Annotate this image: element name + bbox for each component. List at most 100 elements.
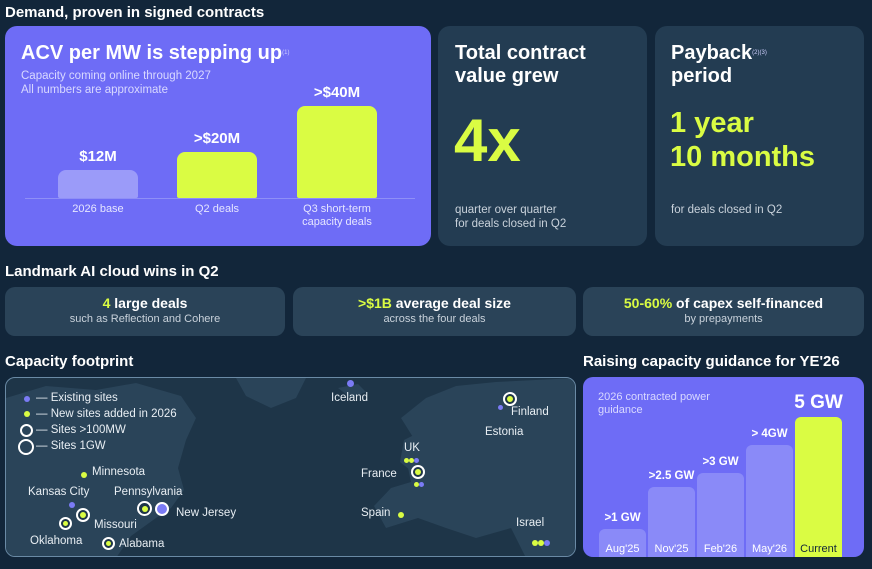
legend-ring-small-icon — [20, 424, 33, 437]
place-pennsylvania: Pennsylvania — [114, 486, 183, 498]
win-text: of capex self-financed — [672, 295, 824, 311]
acv-category-label: 2026 base — [72, 203, 124, 215]
win-pill-deal-size: >$1B average deal size across the four d… — [293, 287, 576, 336]
site-france-dot — [415, 469, 421, 475]
acv-bar — [297, 106, 377, 198]
place-new-jersey: New Jersey — [176, 507, 237, 519]
payback-card: Payback(2)(3) period 1 year 10 months fo… — [655, 26, 864, 246]
payback-value: 1 year 10 months — [670, 107, 816, 173]
guidance-category-label: May'26 — [751, 543, 788, 555]
heading-wins: Landmark AI cloud wins in Q2 — [5, 263, 219, 280]
win-text: large deals — [110, 295, 188, 311]
place-spain: Spain — [361, 507, 391, 519]
guidance-bar-value-label: >2.5 GW — [648, 470, 695, 482]
acv-bar-value-label: >$40M — [313, 84, 361, 101]
guidance-card: 2026 contracted power guidance >1 GW Aug'… — [583, 377, 864, 557]
place-kansas-city: Kansas City — [28, 486, 90, 498]
win-sub: by prepayments — [684, 313, 763, 325]
capacity-map: — Existing sites — New sites added in 20… — [5, 377, 576, 557]
tcv-caption: quarter over quarter for deals closed in… — [455, 204, 567, 230]
acv-bar-value-label: >$20M — [193, 130, 241, 147]
legend-new-label: — New sites added in 2026 — [36, 408, 177, 420]
acv-bar — [58, 170, 138, 198]
acv-subtitle: Capacity coming online through 2027 All … — [21, 70, 211, 96]
guidance-category-label: Nov'25 — [654, 543, 689, 555]
acv-baseline — [25, 198, 415, 199]
site-finland-dot — [507, 396, 513, 402]
acv-bar — [177, 152, 257, 198]
win-pill-deals: 4 large deals such as Reflection and Coh… — [5, 287, 285, 336]
legend-ring-large-label: — Sites 1GW — [36, 440, 106, 452]
guidance-bar — [697, 473, 744, 557]
payback-footnote: (2)(3) — [752, 50, 767, 56]
legend-ring-large-icon — [18, 439, 34, 455]
tcv-value: 4x — [454, 107, 521, 174]
site-israel-dot-2 — [538, 540, 544, 546]
site-spain-dot — [398, 512, 404, 518]
win-text: average deal size — [391, 295, 511, 311]
guidance-bar — [599, 529, 646, 557]
legend-new-dot — [24, 411, 30, 417]
heading-footprint: Capacity footprint — [5, 353, 134, 370]
acv-footnote: (1) — [282, 50, 290, 56]
site-uk-dot-3 — [414, 458, 419, 463]
guidance-category-label: Current — [800, 543, 837, 555]
acv-bar-value-label: $12M — [79, 148, 117, 166]
legend-existing-label: — Existing sites — [36, 392, 118, 404]
place-israel: Israel — [516, 517, 545, 529]
payback-caption: for deals closed in Q2 — [671, 204, 783, 216]
acv-title: ACV per MW is stepping up(1) — [21, 42, 290, 64]
site-minnesota-dot — [81, 472, 87, 478]
payback-title: Payback(2)(3) period — [671, 42, 767, 87]
win-highlight: 4 — [102, 295, 111, 311]
guidance-bar — [648, 487, 695, 557]
site-oklahoma-dot — [63, 521, 68, 526]
place-uk: UK — [404, 442, 420, 454]
place-minnesota: Minnesota — [92, 466, 146, 478]
win-sub: such as Reflection and Cohere — [69, 313, 221, 325]
win-highlight: >$1B — [358, 295, 392, 311]
heading-demand: Demand, proven in signed contracts — [5, 4, 265, 21]
site-france-dot-3 — [419, 482, 424, 487]
site-kansas-city-dot — [69, 502, 75, 508]
place-france: France — [361, 468, 397, 480]
guidance-bar — [795, 417, 842, 557]
acv-card: ACV per MW is stepping up(1) Capacity co… — [5, 26, 431, 246]
map-land-shapes — [6, 378, 575, 556]
win-highlight: 50-60% — [623, 295, 673, 311]
legend-existing-dot — [24, 396, 30, 402]
tcv-title: Total contract value grew — [455, 42, 586, 87]
acv-category-label: Q2 deals — [194, 203, 240, 215]
place-missouri: Missouri — [94, 519, 137, 531]
place-oklahoma: Oklahoma — [30, 535, 83, 547]
site-france-dot-2 — [414, 482, 419, 487]
site-pennsylvania-dot — [141, 505, 148, 512]
site-new-jersey-ring — [155, 502, 169, 516]
site-israel-dot — [532, 540, 538, 546]
place-finland: Finland — [511, 406, 549, 418]
tcv-card: Total contract value grew 4x quarter ove… — [438, 26, 647, 246]
guidance-bar — [746, 445, 793, 557]
site-iceland-dot — [347, 380, 354, 387]
site-uk-dot-2 — [409, 458, 414, 463]
win-sub: across the four deals — [383, 313, 486, 325]
place-estonia: Estonia — [485, 426, 524, 438]
guidance-bar-value-label: > 4GW — [751, 428, 788, 440]
site-missouri-dot — [80, 512, 86, 518]
acv-category-label: Q3 short-term capacity deals — [302, 203, 372, 228]
guidance-bar-value-label: >3 GW — [702, 456, 739, 468]
guidance-subtitle: 2026 contracted power guidance — [598, 391, 710, 416]
site-alabama-dot — [106, 541, 111, 546]
site-finland-dot-2 — [498, 405, 503, 410]
site-uk-dot — [404, 458, 409, 463]
place-iceland: Iceland — [331, 392, 369, 404]
guidance-bar-value-label: 5 GW — [794, 392, 843, 413]
legend-ring-small-label: — Sites >100MW — [36, 424, 126, 436]
guidance-category-label: Feb'26 — [703, 543, 738, 555]
win-pill-capex: 50-60% of capex self-financed by prepaym… — [583, 287, 864, 336]
site-israel-dot-3 — [544, 540, 550, 546]
place-alabama: Alabama — [119, 538, 165, 550]
heading-guidance: Raising capacity guidance for YE'26 — [583, 353, 840, 370]
guidance-bar-value-label: >1 GW — [604, 512, 641, 524]
guidance-category-label: Aug'25 — [605, 543, 640, 555]
